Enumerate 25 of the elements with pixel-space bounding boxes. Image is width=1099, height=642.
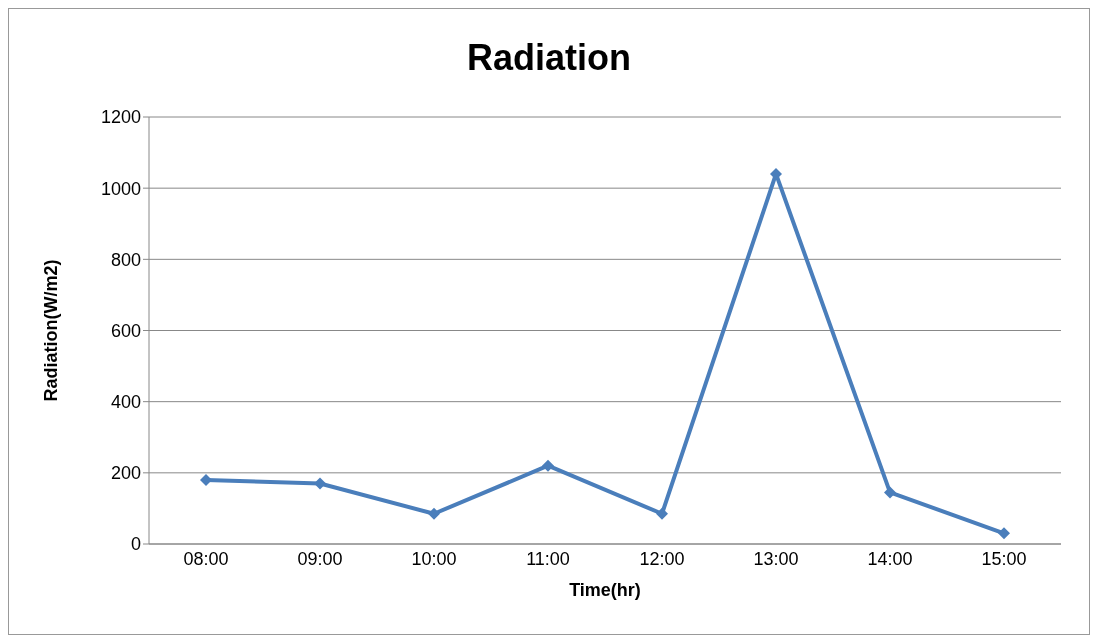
y-tick-label: 200 — [110, 463, 141, 484]
point — [656, 507, 668, 520]
y-tick-label: 1000 — [100, 178, 141, 199]
point — [542, 459, 554, 472]
y-tick-label: 600 — [110, 320, 141, 341]
point — [884, 486, 896, 499]
x-tick-label: 11:00 — [526, 548, 570, 569]
point — [314, 477, 326, 490]
chart-title: Radiation — [466, 37, 632, 79]
y-axis-title: Radiation(W/m2) — [41, 259, 62, 402]
x-tick-label: 08:00 — [183, 548, 229, 569]
point — [428, 507, 440, 520]
x-tick-label: 09:00 — [297, 548, 343, 569]
y-tick-label: 800 — [110, 249, 141, 270]
x-tick-label: 14:00 — [867, 548, 913, 569]
x-tick-label: 15:00 — [981, 548, 1027, 569]
x-tick-label: 12:00 — [639, 548, 685, 569]
y-tick-label: 400 — [110, 392, 141, 413]
x-axis-title: Time(hr) — [569, 580, 641, 600]
x-tick-label: 13:00 — [753, 548, 799, 569]
y-tick-label: 1200 — [100, 107, 141, 128]
point — [998, 527, 1010, 540]
x-tick-label: 10:00 — [411, 548, 457, 569]
y-tick-label: 0 — [130, 534, 141, 555]
point — [200, 473, 212, 486]
